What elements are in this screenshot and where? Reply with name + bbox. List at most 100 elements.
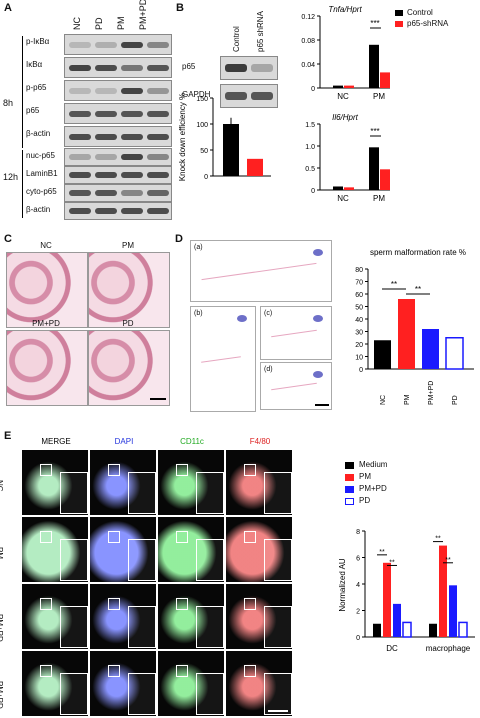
y-tick-label: 1.5 [305, 122, 315, 129]
blot-band [95, 172, 117, 178]
fluorescence-tile [22, 450, 88, 515]
y-tick-label: 50 [200, 148, 208, 155]
blot-band [69, 172, 91, 178]
chart-title: Il6/Hprt [332, 113, 359, 122]
sperm-tail [201, 262, 317, 281]
fluorescence-tile [22, 651, 88, 716]
bar [333, 186, 343, 190]
blot-band [69, 41, 91, 48]
sig-annotation: *** [370, 19, 379, 28]
legend-item: PM+PD [345, 484, 387, 496]
row-label: PM+PD [0, 614, 4, 642]
roi-box [108, 598, 120, 610]
roi-box [176, 531, 188, 543]
blot-row-label: p-p65 [26, 83, 47, 92]
blot-band [95, 87, 117, 94]
blot-band [121, 87, 143, 94]
blot-band [251, 92, 273, 100]
lane-label: PM [116, 16, 126, 31]
y-axis-label: Normalized AU [338, 558, 347, 612]
fluorescence-tile [158, 517, 224, 582]
bar [374, 340, 391, 369]
lane-label: NC [72, 17, 82, 30]
blot-strip [64, 80, 172, 101]
roi-box [108, 464, 120, 476]
fluorescence-tile [158, 584, 224, 649]
lane-label: PD [94, 17, 104, 30]
zoom-inset [128, 472, 156, 514]
bar [393, 603, 401, 637]
legend-swatch [395, 10, 403, 16]
blot-band [95, 154, 117, 160]
blot-strip [64, 148, 172, 166]
bar [380, 169, 390, 190]
zoom-inset [196, 472, 224, 514]
blot-band [121, 133, 143, 140]
y-tick-label: 0.5 [305, 166, 315, 173]
sig-annotation: ** [415, 285, 421, 294]
histology-tile [6, 252, 88, 328]
roi-box [40, 464, 52, 476]
y-axis-label: Knock down efficiency % [178, 93, 187, 181]
y-tick-label: 0 [356, 635, 360, 642]
fluorescence-tile [90, 517, 156, 582]
y-tick-label: 4 [356, 582, 360, 589]
x-tick-label: DC [386, 644, 398, 653]
zoom-inset [60, 472, 88, 514]
y-tick-label: 100 [196, 122, 208, 129]
panel-b-label: B [176, 2, 184, 14]
bar [458, 621, 468, 638]
legend-swatch [345, 486, 354, 493]
blot-band [69, 190, 91, 196]
blot-row-label: β-actin [26, 129, 51, 138]
blot-band [69, 208, 91, 214]
panel-c-label: C [4, 233, 12, 245]
legend-item: PM [345, 472, 387, 484]
x-tick-label: NC [337, 194, 349, 203]
blot-band [147, 208, 169, 214]
histology-tile [88, 330, 170, 406]
blot-band [147, 41, 169, 48]
blot-band [69, 87, 91, 94]
lane-label: Control [232, 26, 241, 52]
legend-item: PD [345, 496, 387, 508]
sub-label: (c) [264, 310, 273, 317]
zoom-inset [264, 606, 292, 648]
y-tick-label: 10 [355, 355, 363, 362]
blot-strip [64, 103, 172, 124]
bar [369, 147, 379, 190]
blot-band [95, 41, 117, 48]
scale-bar-c [150, 398, 166, 400]
row-label: PM+PD [0, 681, 4, 709]
sperm-tail [271, 382, 317, 391]
x-tick-label: PM [373, 194, 385, 203]
y-tick-label: 80 [355, 267, 363, 274]
legend-swatch [345, 462, 354, 469]
sperm-image: (b) [190, 306, 256, 412]
y-tick-label: 70 [355, 280, 363, 287]
lane-label: p65 shRNA [256, 11, 265, 52]
column-header: DAPI [114, 437, 134, 446]
legend-swatch [345, 474, 354, 481]
fluorescence-tile [90, 450, 156, 515]
tile-label: PD [122, 319, 134, 328]
legend-swatch [345, 498, 354, 505]
row-label: NC [0, 480, 4, 492]
blot-band [95, 208, 117, 214]
sperm-image: (a) [190, 240, 332, 302]
blot-band [121, 172, 143, 178]
sig-annotation: *** [370, 127, 379, 136]
bar [402, 621, 412, 638]
time-8h-label: 8h [3, 98, 14, 108]
blot-row-label: p-IκBα [26, 37, 50, 46]
blot-band [121, 110, 143, 117]
blot-band [225, 64, 247, 72]
x-tick-label: PM+PD [428, 381, 435, 405]
fluorescence-tile [226, 517, 292, 582]
y-tick-label: 20 [355, 342, 363, 349]
blot-row-label: LaminB1 [26, 169, 58, 178]
row-label: PM [0, 547, 4, 559]
blot-row-label: p65 [182, 62, 196, 71]
blot-band [69, 154, 91, 160]
y-tick-label: 0 [311, 86, 315, 93]
